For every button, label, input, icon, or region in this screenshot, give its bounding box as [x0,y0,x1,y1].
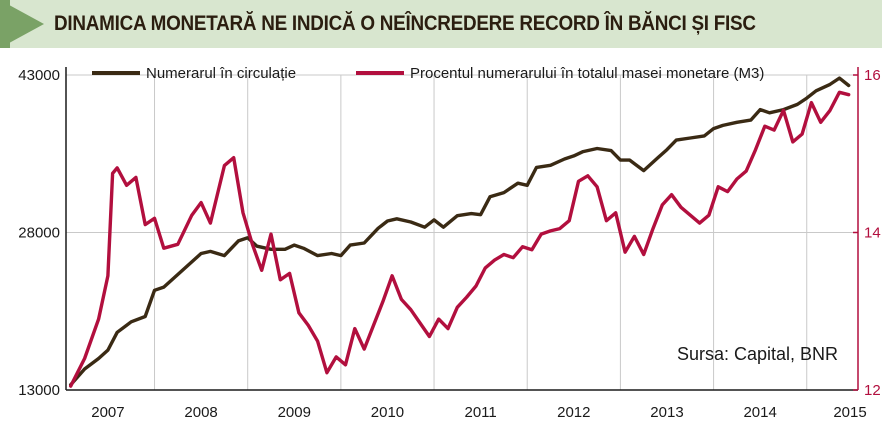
x-tick-label: 2012 [557,404,590,421]
y-left-tick-label: 28000 [18,225,60,242]
chart-title: DINAMICA MONETARĂ NE INDICĂ O NEÎNCREDER… [54,12,756,35]
y-right-tick-label: 14 [864,225,881,242]
y-right-tick-label: 16 [864,67,881,84]
title-arrow-icon [0,0,44,48]
y-left-tick-label: 43000 [18,67,60,84]
source-note: Sursa: Capital, BNR [677,344,838,364]
x-tick-label: 2007 [91,404,124,421]
x-tick-label: 2010 [371,404,404,421]
x-tick-label: 2009 [278,404,311,421]
x-tick-label: 2011 [465,404,497,421]
legend-label-cash: Numerarul în circulație [146,65,296,82]
legend-label-percent: Procentul numerarului în totalul masei m… [410,65,764,82]
y-left-tick-label: 13000 [18,382,60,399]
legend: Numerarul în circulație Procentul numera… [92,65,764,82]
x-tick-label: 2013 [650,404,683,421]
series-lines [68,76,851,388]
y-right-tick-label: 12 [864,382,881,399]
series-line-cash [68,76,851,387]
x-tick-label: 2014 [743,404,776,421]
tick-labels: 13000 28000 43000 12 14 16 2007 2008 2009 2010 201… [18,67,880,421]
x-tick-label: 2008 [184,404,217,421]
axes [65,67,859,391]
series-line-percent [68,90,851,388]
title-band: DINAMICA MONETARĂ NE INDICĂ O NEÎNCREDER… [0,0,882,48]
x-tick-label: 2015 [833,404,866,421]
